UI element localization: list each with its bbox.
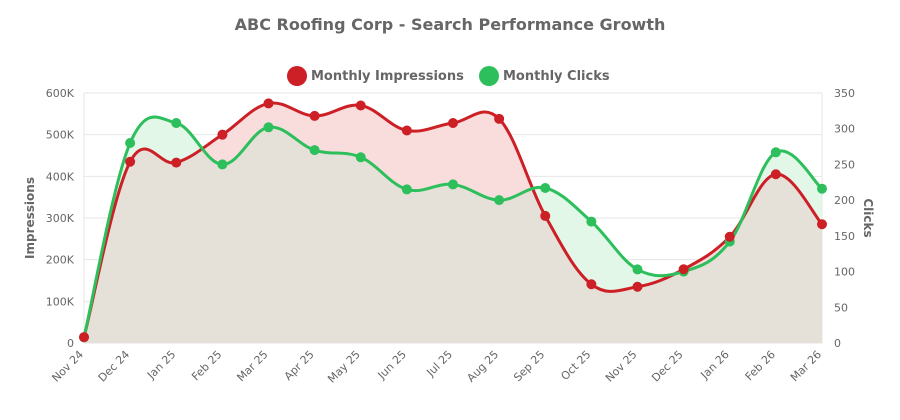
clicks-point (171, 118, 182, 128)
clicks-point (632, 264, 643, 275)
impressions-point (817, 219, 827, 230)
y-left-tick-label: 600K (46, 87, 75, 100)
clicks-point (355, 152, 366, 163)
x-tick-label: Dec 24 (96, 348, 133, 385)
y-left-tick-label: 400K (46, 170, 75, 183)
y-left-tick-label: 300K (46, 212, 75, 225)
impressions-point (309, 110, 320, 121)
x-tick-label: Jan 25 (144, 348, 178, 382)
x-tick-label: Mar 26 (788, 348, 824, 384)
clicks-point (540, 183, 551, 193)
impressions-point (586, 279, 597, 290)
x-tick-label: Aug 25 (464, 348, 501, 385)
data-points (79, 98, 827, 343)
clicks-point (263, 122, 274, 133)
impressions-point (724, 231, 735, 242)
x-tick-label: Nov 24 (49, 348, 86, 385)
impressions-point (355, 100, 366, 111)
clicks-point (217, 159, 228, 170)
y-right-axis-title: Clicks (861, 198, 875, 237)
impressions-point (263, 98, 274, 109)
clicks-point (586, 216, 597, 227)
impressions-point (678, 264, 689, 275)
x-tick-label: Jul 25 (423, 348, 455, 380)
clicks-point (494, 195, 505, 206)
x-tick-label: Jan 26 (698, 348, 732, 382)
y-left-tick-label: 200K (46, 254, 75, 267)
legend-marker-impressions (287, 66, 307, 86)
y-left-tick-label: 0 (67, 337, 74, 350)
y-right-tick-label: 300 (834, 123, 855, 136)
legend: Monthly Impressions Monthly Clicks (287, 66, 610, 86)
impressions-point (217, 129, 228, 140)
x-tick-label: Jun 25 (375, 348, 409, 382)
x-tick-label: Dec 25 (649, 348, 686, 385)
impressions-point (540, 210, 551, 221)
x-tick-label: Nov 25 (603, 348, 640, 385)
impressions-point (125, 156, 136, 167)
y-right-tick-label: 350 (834, 87, 855, 100)
legend-marker-clicks (479, 66, 499, 86)
clicks-point (309, 145, 320, 156)
impressions-point (171, 157, 182, 168)
y-left-tick-label: 100K (46, 295, 75, 308)
x-tick-label: Sep 25 (511, 348, 547, 384)
y-right-tick-label: 250 (834, 158, 855, 171)
chart-title: ABC Roofing Corp - Search Performance Gr… (235, 15, 666, 34)
impressions-point (401, 125, 412, 136)
y-right-tick-label: 150 (834, 230, 855, 243)
x-tick-label: Feb 25 (189, 348, 224, 383)
y-right-tick-label: 50 (834, 301, 848, 314)
y-right-tick-label: 0 (834, 337, 841, 350)
y-left-tick-label: 500K (46, 129, 75, 142)
y-right-tick-label: 100 (834, 266, 855, 279)
clicks-point (125, 138, 136, 148)
clicks-point (448, 179, 458, 190)
x-tick-label: Apr 25 (282, 348, 317, 383)
impressions-point (632, 281, 643, 292)
x-tick-label: Feb 26 (743, 348, 778, 383)
impressions-point (79, 332, 89, 343)
legend-label-clicks: Monthly Clicks (503, 69, 610, 84)
y-left-axis-title: Impressions (23, 177, 37, 259)
legend-label-impressions: Monthly Impressions (311, 69, 464, 84)
clicks-point (401, 184, 412, 195)
clicks-point (770, 147, 781, 158)
impressions-point (494, 113, 505, 124)
x-tick-label: Oct 25 (558, 348, 593, 383)
impressions-point (770, 169, 781, 180)
impressions-point (448, 118, 458, 128)
clicks-point (817, 183, 827, 194)
x-tick-label: Mar 25 (234, 348, 270, 384)
x-tick-label: May 25 (325, 348, 363, 386)
y-right-tick-label: 200 (834, 194, 855, 207)
